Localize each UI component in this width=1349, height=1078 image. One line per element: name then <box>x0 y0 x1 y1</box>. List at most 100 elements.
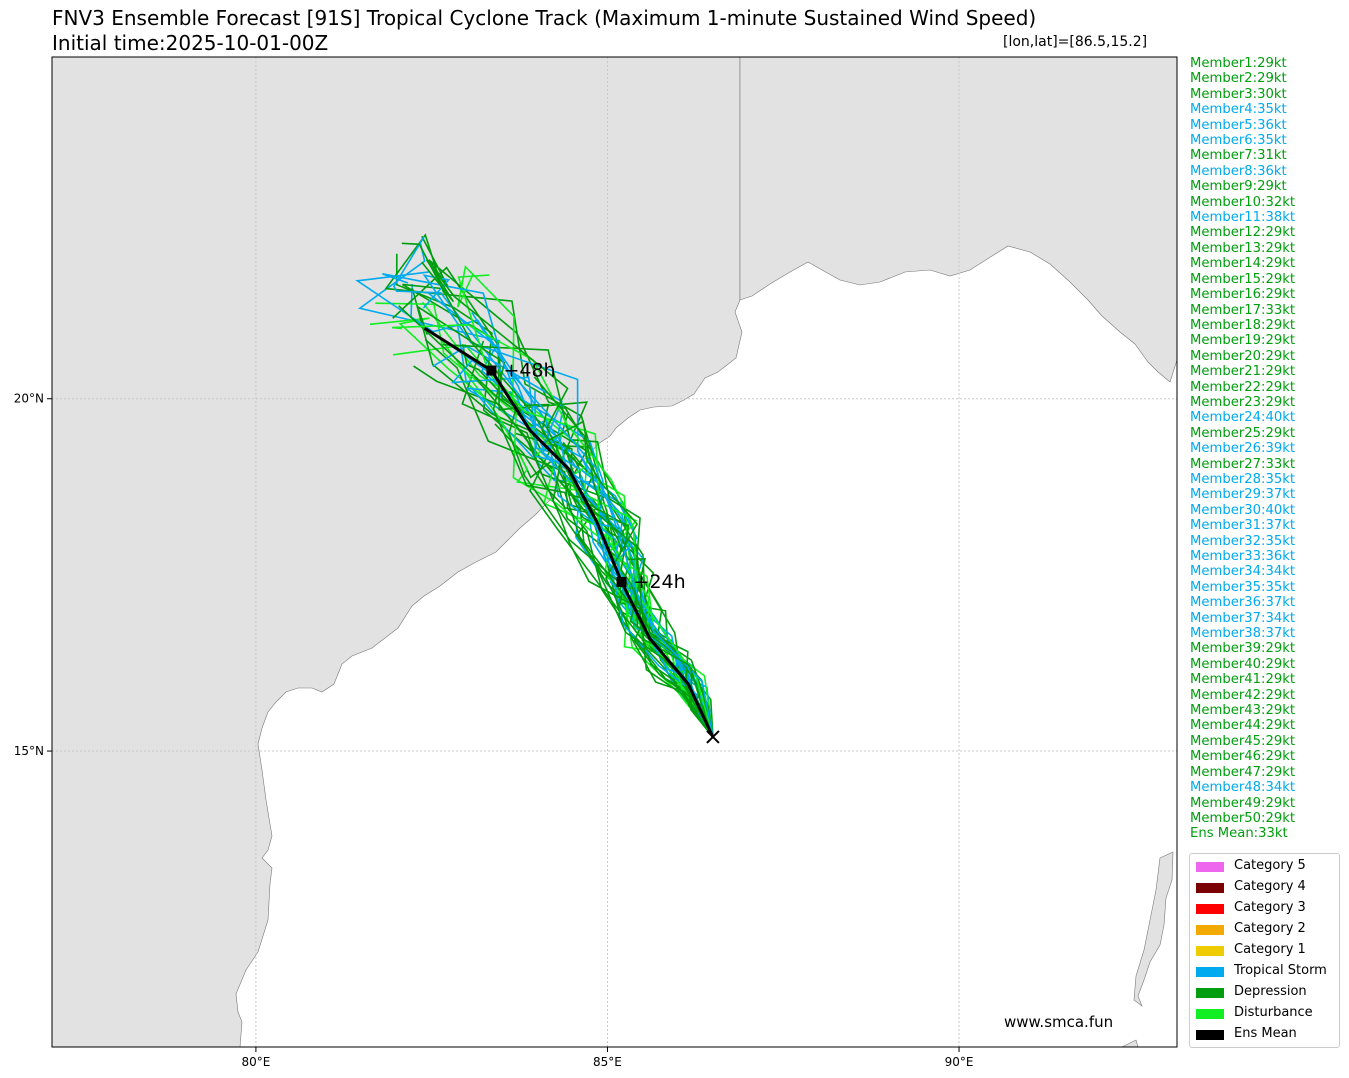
member-intensity: Member41:29kt <box>1190 672 1296 688</box>
member-intensity: Member21:29kt <box>1190 364 1296 380</box>
member-intensity: Member19:29kt <box>1190 333 1296 349</box>
member-intensity: Member47:29kt <box>1190 764 1296 780</box>
member-intensity: Member18:29kt <box>1190 317 1296 333</box>
legend-swatch <box>1196 967 1224 977</box>
legend-swatch <box>1196 925 1224 935</box>
member-intensity-list: Member1:29kt Member2:29kt Member3:30kt Memb… <box>1190 56 1295 842</box>
member-intensity: Member9:29kt <box>1190 179 1287 195</box>
legend-label: Category 1 <box>1234 942 1306 957</box>
member-intensity: Member3:30kt <box>1190 86 1287 102</box>
legend-item: Disturbance <box>1190 1004 1339 1025</box>
member-intensity: Member25:29kt <box>1190 425 1296 441</box>
member-intensity: Member20:29kt <box>1190 348 1296 364</box>
member-intensity: Member23:29kt <box>1190 394 1296 410</box>
lon-tick-label: 85°E <box>593 1055 622 1069</box>
member-intensity: Member39:29kt <box>1190 641 1296 657</box>
member-intensity: Member4:35kt <box>1190 102 1287 118</box>
lat-tick-label: 20°N <box>14 392 44 406</box>
member-track <box>427 292 714 738</box>
member-track <box>421 235 714 738</box>
member-intensity: Member8:36kt <box>1190 163 1287 179</box>
legend-item: Depression <box>1190 983 1339 1004</box>
member-intensity: Member40:29kt <box>1190 656 1296 672</box>
legend-swatch <box>1196 1030 1224 1040</box>
member-intensity: Member6:35kt <box>1190 133 1287 149</box>
legend-swatch <box>1196 946 1224 956</box>
member-intensity: Member46:29kt <box>1190 749 1296 765</box>
legend-item: Category 2 <box>1190 920 1339 941</box>
india-land <box>51 56 743 1048</box>
member-intensity: Ens Mean:33kt <box>1190 826 1288 842</box>
member-track <box>472 373 714 738</box>
legend-label: Category 4 <box>1234 879 1306 894</box>
legend-label: Disturbance <box>1234 1005 1313 1020</box>
member-intensity: Member26:39kt <box>1190 441 1296 457</box>
member-track <box>382 273 714 738</box>
member-intensity: Member32:35kt <box>1190 533 1296 549</box>
member-intensity: Member36:37kt <box>1190 595 1296 611</box>
member-intensity: Member24:40kt <box>1190 410 1296 426</box>
member-track <box>533 376 714 738</box>
member-intensity: Member5:36kt <box>1190 117 1287 133</box>
member-intensity: Member15:29kt <box>1190 271 1296 287</box>
member-intensity: Member1:29kt <box>1190 56 1287 71</box>
position-label: [lon,lat]=[86.5,15.2] <box>1003 34 1148 50</box>
legend-label: Category 3 <box>1234 900 1306 915</box>
legend-label: Tropical Storm <box>1234 963 1327 978</box>
member-intensity: Member2:29kt <box>1190 71 1287 87</box>
time-marker <box>486 365 497 376</box>
andaman-islands <box>1133 851 1174 1007</box>
legend-label: Category 2 <box>1234 921 1306 936</box>
legend-swatch <box>1196 883 1224 893</box>
member-track <box>391 323 714 738</box>
member-track <box>411 288 714 738</box>
member-intensity: Member10:32kt <box>1190 194 1296 210</box>
website-credit: www.smca.fun <box>1004 1013 1114 1031</box>
member-intensity: Member34:34kt <box>1190 564 1296 580</box>
initial-time: Initial time:2025-10-01-00Z <box>52 31 329 55</box>
member-intensity: Member43:29kt <box>1190 703 1296 719</box>
member-intensity: Member42:29kt <box>1190 687 1296 703</box>
chart-title: FNV3 Ensemble Forecast [91S] Tropical Cy… <box>52 6 1037 30</box>
member-intensity: Member12:29kt <box>1190 225 1296 241</box>
member-track <box>424 338 714 738</box>
time-marker-label: +24h <box>634 571 686 593</box>
member-intensity: Member50:29kt <box>1190 810 1296 826</box>
bangladesh-land <box>739 56 1178 383</box>
time-marker <box>616 576 627 587</box>
member-intensity: Member31:37kt <box>1190 518 1296 534</box>
start-marker <box>706 730 720 744</box>
member-intensity: Member44:29kt <box>1190 718 1296 734</box>
legend-item: Category 5 <box>1190 857 1339 878</box>
member-intensity: Member30:40kt <box>1190 502 1296 518</box>
legend-item: Ens Mean <box>1190 1025 1339 1046</box>
legend-item: Tropical Storm <box>1190 962 1339 983</box>
member-intensity: Member28:35kt <box>1190 471 1296 487</box>
member-intensity: Member45:29kt <box>1190 733 1296 749</box>
member-track <box>416 304 714 738</box>
member-intensity: Member38:37kt <box>1190 626 1296 642</box>
legend-item: Category 4 <box>1190 878 1339 899</box>
member-intensity: Member22:29kt <box>1190 379 1296 395</box>
member-intensity: Member11:38kt <box>1190 210 1296 226</box>
lat-tick-label: 15°N <box>14 744 44 758</box>
lon-tick-label: 90°E <box>945 1055 974 1069</box>
ens-mean-track <box>423 327 715 738</box>
map-frame <box>51 56 1178 1048</box>
lon-tick-label: 80°E <box>241 1055 270 1069</box>
member-intensity: Member29:37kt <box>1190 487 1296 503</box>
legend-swatch <box>1196 1009 1224 1019</box>
member-intensity: Member35:35kt <box>1190 579 1296 595</box>
legend-label: Ens Mean <box>1234 1026 1297 1041</box>
member-intensity: Member14:29kt <box>1190 256 1296 272</box>
legend-swatch <box>1196 904 1224 914</box>
legend-label: Depression <box>1234 984 1307 999</box>
member-intensity: Member33:36kt <box>1190 549 1296 564</box>
legend-swatch <box>1196 988 1224 998</box>
member-intensity: Member37:34kt <box>1190 610 1296 626</box>
member-intensity: Member48:34kt <box>1190 780 1296 796</box>
member-intensity: Member16:29kt <box>1190 287 1296 303</box>
member-intensity: Member49:29kt <box>1190 795 1296 811</box>
legend-label: Category 5 <box>1234 858 1306 873</box>
